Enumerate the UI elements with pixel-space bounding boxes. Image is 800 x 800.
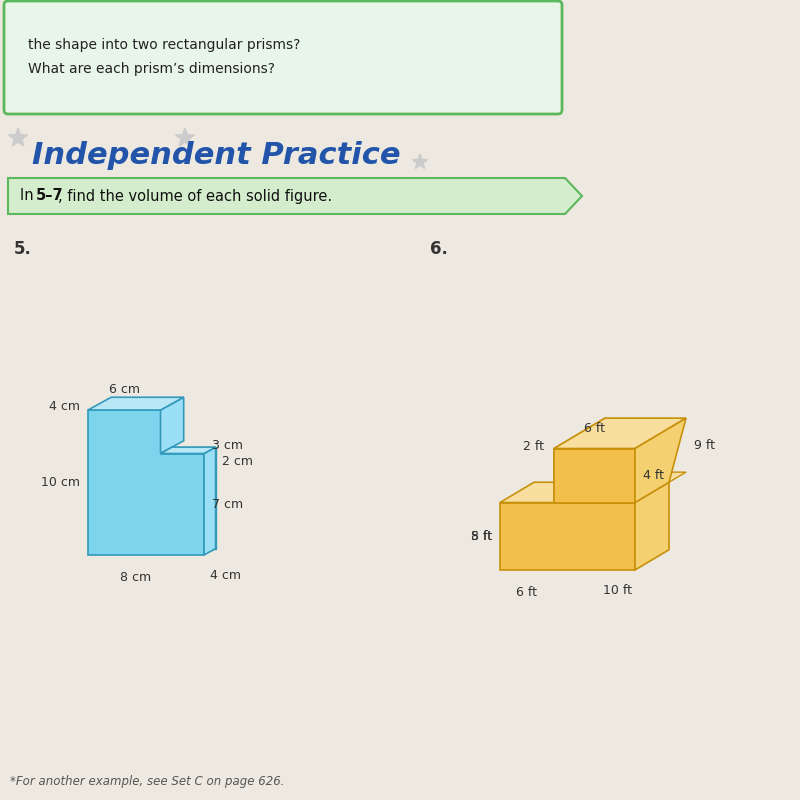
Text: 5–7: 5–7: [36, 189, 64, 203]
Text: 8 cm: 8 cm: [121, 571, 151, 584]
Polygon shape: [554, 449, 635, 502]
Polygon shape: [204, 447, 216, 555]
Text: 9 ft: 9 ft: [694, 438, 715, 452]
FancyBboxPatch shape: [4, 1, 562, 114]
Text: Independent Practice: Independent Practice: [32, 141, 401, 170]
Text: 8 ft: 8 ft: [471, 530, 492, 542]
Text: 3 cm: 3 cm: [212, 439, 243, 452]
Polygon shape: [88, 410, 204, 555]
Text: 10 ft: 10 ft: [603, 584, 632, 597]
Text: What are each prism’s dimensions?: What are each prism’s dimensions?: [28, 62, 275, 76]
Text: 4 cm: 4 cm: [49, 399, 80, 413]
Text: 6.: 6.: [430, 240, 448, 258]
Text: In: In: [20, 189, 38, 203]
Polygon shape: [554, 418, 605, 502]
Polygon shape: [635, 418, 686, 502]
Text: 7 cm: 7 cm: [212, 498, 243, 510]
Text: , find the volume of each solid figure.: , find the volume of each solid figure.: [58, 189, 332, 203]
Text: 6 ft: 6 ft: [517, 586, 538, 599]
Polygon shape: [588, 472, 686, 482]
Text: 6 ft: 6 ft: [584, 422, 605, 434]
Polygon shape: [554, 418, 686, 449]
Polygon shape: [9, 128, 27, 146]
Text: 6 cm: 6 cm: [109, 383, 140, 396]
Polygon shape: [161, 398, 184, 454]
Polygon shape: [635, 482, 669, 570]
Text: 10 cm: 10 cm: [41, 476, 80, 489]
Text: 2 ft: 2 ft: [523, 440, 544, 453]
Text: 2 cm: 2 cm: [222, 455, 253, 468]
Polygon shape: [500, 502, 635, 570]
Polygon shape: [172, 447, 216, 549]
Text: 4 ft: 4 ft: [643, 469, 664, 482]
Polygon shape: [412, 154, 428, 169]
Text: 5 ft: 5 ft: [471, 530, 492, 542]
Polygon shape: [88, 398, 184, 410]
Text: 4 cm: 4 cm: [210, 569, 241, 582]
Text: *For another example, see Set C on page 626.: *For another example, see Set C on page …: [10, 775, 285, 788]
Polygon shape: [8, 178, 582, 214]
Polygon shape: [161, 447, 216, 454]
Polygon shape: [500, 482, 669, 502]
Text: the shape into two rectangular prisms?: the shape into two rectangular prisms?: [28, 38, 300, 52]
Text: 5.: 5.: [14, 240, 32, 258]
Polygon shape: [175, 128, 194, 146]
